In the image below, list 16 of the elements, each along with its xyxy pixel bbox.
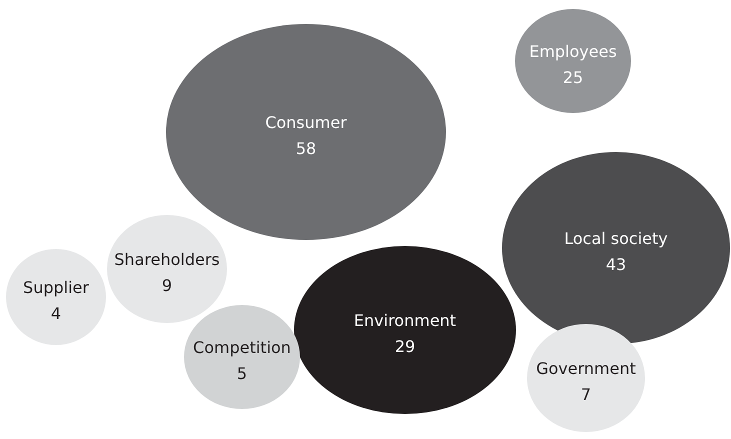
data-label: 7 (580, 385, 592, 404)
data-label: 5 (236, 364, 248, 383)
category-label: Consumer (265, 113, 348, 132)
category-label: Employees (529, 42, 617, 61)
data-label: 4 (50, 304, 62, 323)
category-label: Environment (354, 311, 456, 330)
data-label: 43 (606, 255, 626, 274)
data-label: 29 (394, 337, 416, 356)
data-label: 9 (162, 276, 172, 295)
category-label: Local society (564, 229, 668, 248)
category-label: Shareholders (114, 250, 220, 269)
data-label: 58 (296, 139, 316, 158)
category-label: Supplier (23, 278, 90, 297)
data-label: 25 (562, 68, 584, 87)
category-label: Competition (193, 338, 291, 357)
category-label: Government (536, 359, 636, 378)
